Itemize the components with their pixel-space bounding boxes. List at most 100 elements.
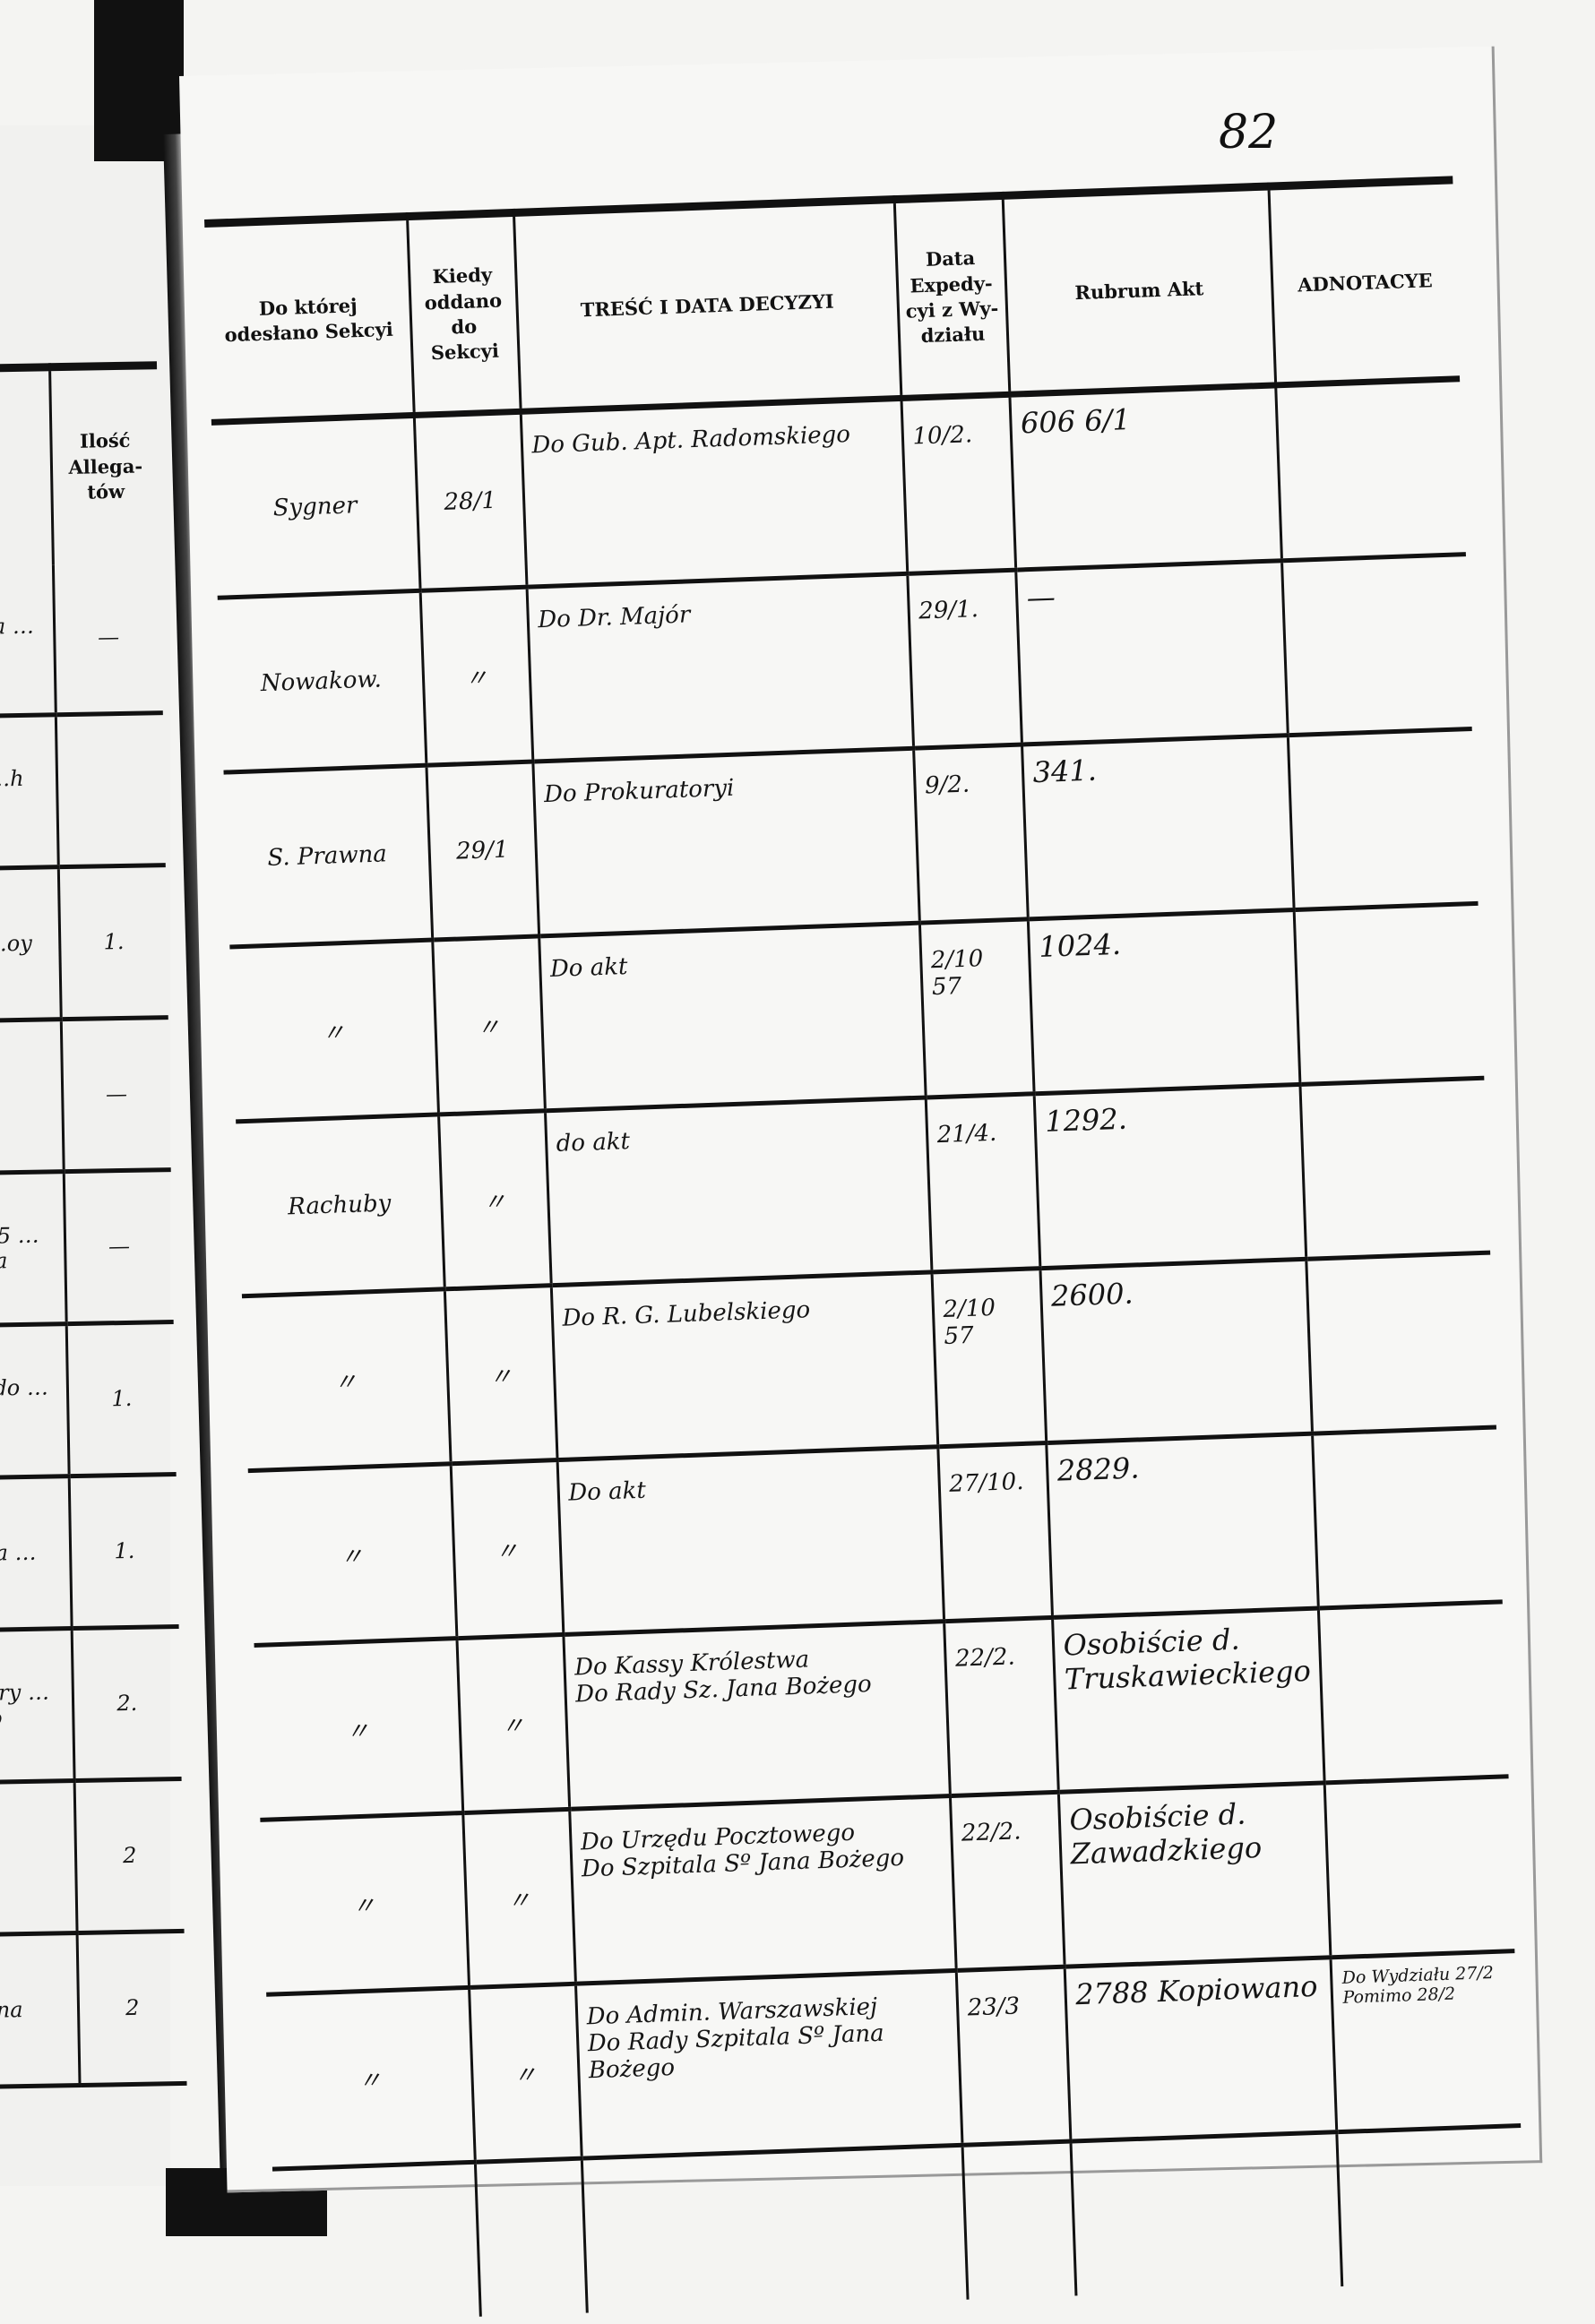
data-expedycyi-cell: 23/3 bbox=[955, 1967, 1071, 2146]
empty-cell bbox=[474, 2158, 587, 2317]
sekcja-cell: 〃 bbox=[241, 1288, 451, 1471]
fragment-cell: …1285 …miesta bbox=[0, 1171, 66, 1326]
sekcja-cell: 〃 bbox=[247, 1463, 457, 1646]
header-kiedy: Kiedy oddano do Sekcyi bbox=[407, 212, 521, 416]
sekcja-cell: S. Prawna bbox=[223, 765, 433, 948]
data-expedycyi-cell: 10/2. bbox=[901, 394, 1016, 574]
data-expedycyi-cell: 2/10 57 bbox=[918, 918, 1034, 1098]
ilosc-cell: 1. bbox=[65, 1321, 177, 1476]
adnotacye-cell: Do Wydziału 27/2 Pomimo 28/2 bbox=[1331, 1950, 1522, 2132]
rubrum-cell: Osobiście d. Zawadzkiego bbox=[1057, 1782, 1332, 1967]
kiedy-cell: 〃 bbox=[419, 587, 533, 766]
ilosc-cell: — bbox=[60, 1017, 171, 1172]
tresc-cell: Do R. G. Lubelskiego bbox=[550, 1271, 938, 1460]
adnotacye-cell bbox=[1318, 1601, 1509, 1783]
fragment-cell: …landa …o bbox=[0, 564, 56, 717]
left-table-row: …landa …o — bbox=[0, 562, 163, 717]
ilosc-cell: — bbox=[63, 1169, 174, 1324]
fragment-cell: …dana bbox=[0, 1932, 80, 2087]
left-table-row: …1285 …miesta — bbox=[0, 1169, 174, 1326]
adnotacye-cell bbox=[1288, 728, 1479, 910]
sekcja-cell: 〃 bbox=[260, 1812, 470, 1995]
left-table-row: …— bbox=[0, 1017, 171, 1174]
header-tresc: TREŚĆ I DATA DECYZYI bbox=[513, 199, 901, 412]
register-table: Do której odesłano Sekcyi Kiedy oddano d… bbox=[204, 176, 1527, 2323]
adnotacye-cell bbox=[1281, 554, 1472, 736]
data-expedycyi-cell: 2/10 57 bbox=[931, 1268, 1047, 1447]
tresc-line: do akt bbox=[556, 1128, 631, 1158]
tresc-cell: Do Urzędu Pocztowego Do Szpitala Sº Jana … bbox=[569, 1795, 956, 1984]
data-expedycyi-cell: 22/2. bbox=[949, 1792, 1065, 1971]
empty-cell bbox=[272, 2162, 480, 2323]
header-rubrum: Rubrum Akt bbox=[1002, 186, 1277, 395]
kiedy-cell: 〃 bbox=[432, 935, 545, 1115]
header-data-expedycyi: Data Expedy-cyi z Wy-działu bbox=[893, 195, 1010, 399]
page-number: 82 bbox=[1219, 106, 1279, 159]
rubrum-cell: 1024. bbox=[1027, 909, 1301, 1094]
tresc-cell: Do Admin. Warszawskiej Do Rady Szpitala S… bbox=[574, 1970, 962, 2159]
adnotacye-cell bbox=[1324, 1776, 1515, 1958]
fragment-cell: …atory …kiego bbox=[0, 1628, 74, 1783]
ilosc-cell: — bbox=[52, 562, 163, 715]
rubrum-cell: — bbox=[1015, 560, 1289, 745]
tresc-line: Do R. G. Lubelskiego bbox=[562, 1296, 811, 1332]
fragment-cell: …ud …oy bbox=[0, 866, 61, 1021]
rubrum-cell: Osobiście d. Truskawieckiego bbox=[1052, 1608, 1325, 1793]
tresc-cell: Do Prokuratoryi bbox=[532, 748, 919, 936]
kiedy-cell: 〃 bbox=[462, 1809, 575, 1988]
left-table-row: …ud …oy1. bbox=[0, 865, 168, 1021]
sekcja-cell: Sygner bbox=[211, 415, 420, 598]
fragment-cell: …ania … bbox=[0, 1476, 72, 1631]
adnotacye-cell bbox=[1300, 1078, 1491, 1260]
tresc-line: Do Prokuratoryi bbox=[543, 774, 735, 809]
kiedy-cell: 〃 bbox=[444, 1285, 557, 1464]
tresc-line: Do akt bbox=[549, 953, 628, 984]
kiedy-cell: 〃 bbox=[456, 1634, 570, 1813]
data-expedycyi-cell: 9/2. bbox=[913, 745, 1028, 924]
header-sekcja: Do której odesłano Sekcyi bbox=[224, 293, 394, 347]
left-table-row: …dana 2 bbox=[0, 1930, 187, 2087]
rubrum-cell: 2788 Kopiowano bbox=[1064, 1957, 1338, 2142]
ilosc-cell: 2 bbox=[76, 1930, 187, 2086]
adnotacye-cell bbox=[1312, 1427, 1503, 1609]
data-expedycyi-cell: 29/1. bbox=[907, 570, 1022, 749]
kiedy-cell: 28/1 bbox=[413, 411, 527, 591]
left-table-row: …2 bbox=[0, 1777, 185, 1935]
ilosc-allegatow-header: Ilość Allega-tów bbox=[49, 365, 160, 564]
data-expedycyi-cell: 27/10. bbox=[937, 1442, 1053, 1622]
left-table-row: …nia …h …ta bbox=[0, 712, 166, 869]
rubrum-cell: 1292. bbox=[1033, 1084, 1307, 1269]
tresc-cell: Do akt bbox=[539, 923, 926, 1111]
ilosc-cell: 1. bbox=[68, 1474, 179, 1629]
kiedy-cell: 〃 bbox=[450, 1459, 564, 1639]
tresc-line: Do Rady Szpitala Sº Jana Bożego bbox=[587, 2019, 885, 2085]
tresc-line: Do akt bbox=[567, 1476, 647, 1507]
fragment-cell: … bbox=[0, 1019, 64, 1174]
empty-cell bbox=[961, 2141, 1076, 2300]
empty-cell bbox=[1070, 2131, 1343, 2296]
fragment-cell: …nia …h …ta bbox=[0, 714, 58, 869]
header-adnotacye: ADNOTACYE bbox=[1269, 179, 1460, 385]
sekcja-cell: Rachuby bbox=[236, 1114, 444, 1296]
kiedy-cell: 〃 bbox=[469, 1984, 582, 2163]
sekcja-cell: Nowakow. bbox=[217, 590, 427, 773]
rubrum-cell: 341. bbox=[1022, 735, 1295, 919]
left-fragment-header bbox=[0, 367, 53, 567]
tresc-cell: Do Kassy Królestwa Do Rady Sz. Jana Bożeg… bbox=[563, 1621, 950, 1810]
sekcja-cell: 〃 bbox=[266, 1987, 475, 2170]
tresc-cell: do akt bbox=[544, 1097, 932, 1286]
fragment-cell: …ktado …yanie bbox=[0, 1323, 69, 1478]
ilosc-cell: 2 bbox=[73, 1777, 185, 1933]
fragment-cell: … bbox=[0, 1780, 77, 1935]
empty-cell bbox=[581, 2145, 968, 2313]
adnotacye-cell bbox=[1276, 378, 1466, 561]
empty-cell bbox=[1337, 2125, 1527, 2287]
rubrum-cell: 2829. bbox=[1046, 1433, 1319, 1618]
kiedy-cell: 29/1 bbox=[426, 762, 539, 941]
ilosc-cell bbox=[55, 712, 166, 867]
left-page-table: Ilość Allega-tów …landa …o—…nia …h …ta…u… bbox=[0, 361, 187, 2089]
left-page: Ilość Allega-tów …landa …o—…nia …h …ta…u… bbox=[0, 125, 187, 2186]
left-table-row: …ania … 1. bbox=[0, 1474, 179, 1631]
kiedy-cell: 〃 bbox=[438, 1110, 551, 1289]
adnotacye-cell bbox=[1294, 903, 1485, 1085]
